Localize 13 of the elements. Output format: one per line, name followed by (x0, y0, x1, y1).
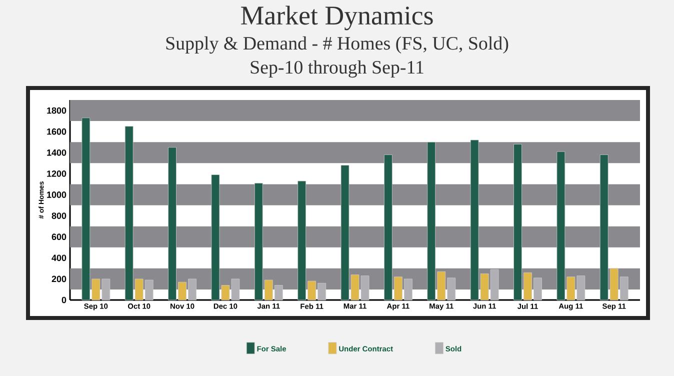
text: Sep-10 through Sep-11 (250, 60, 424, 78)
y-tick-label: 800 (52, 212, 66, 219)
y-tick-label: 1400 (47, 149, 66, 156)
y-tick-label: 1000 (47, 192, 66, 198)
y-tick-label: 400 (52, 254, 66, 262)
y-tick-label: 600 (52, 234, 66, 240)
y-tick-label: 0 (62, 296, 66, 304)
y-tick-label: 1200 (47, 170, 66, 177)
y-tick-label: 1600 (47, 128, 66, 135)
chart-subtitle: Supply & Demand - # Homes (FS, UC, Sold) (166, 36, 508, 54)
chart-title: Market Dynamics (241, 6, 433, 30)
y-tick-label: 1800 (47, 107, 66, 114)
y-tick-label: 200 (52, 276, 66, 282)
